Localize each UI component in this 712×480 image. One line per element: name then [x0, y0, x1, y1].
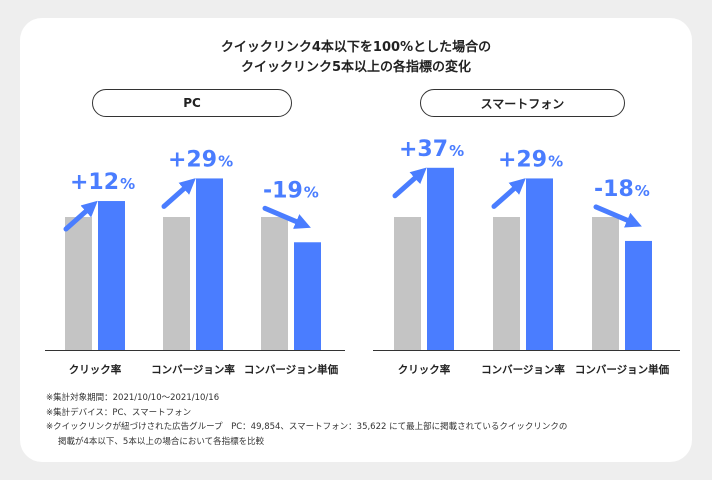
bar-comparison-pc-2 — [294, 242, 321, 350]
trend-arrow-pc-0 — [63, 200, 98, 232]
bar-baseline-smartphone-0 — [394, 217, 421, 350]
bar-comparison-smartphone-0 — [427, 167, 454, 350]
panel-label-pc: PC — [92, 89, 292, 117]
bar-baseline-pc-2 — [261, 217, 288, 350]
footnotes: ※集計対象期間：2021/10/10～2021/10/16 ※集計デバイス：PC… — [46, 391, 567, 449]
panel-label-smartphone: スマートフォン — [420, 89, 625, 117]
bar-comparison-smartphone-1 — [526, 178, 553, 350]
bar-baseline-smartphone-1 — [493, 217, 520, 350]
category-label-pc-2: コンバージョン単価 — [244, 363, 339, 376]
bar-baseline-pc-0 — [65, 217, 92, 350]
bar-comparison-smartphone-2 — [625, 240, 652, 350]
chart-title: クイックリンク4本以下を100%とした場合の クイックリンク5本以上の各指標の変… — [0, 38, 712, 78]
content-card — [20, 18, 692, 462]
bar-comparison-pc-0 — [98, 201, 125, 350]
title-line-1: クイックリンク4本以下を100%とした場合の — [220, 40, 492, 55]
category-label-pc-1: コンバージョン率 — [151, 363, 235, 376]
footnote-adgroups: ※クイックリンクが紐づけされた広告グループ PC：49,854、スマートフォン：… — [46, 422, 568, 432]
data-label-smartphone-0: +37% — [399, 137, 464, 162]
category-label-smartphone-2: コンバージョン単価 — [575, 363, 670, 376]
footnote-devices: ※集計デバイス：PC、スマートフォン — [46, 407, 192, 418]
trend-arrow-smartphone-0 — [392, 167, 427, 199]
trend-arrow-smartphone-1 — [491, 178, 526, 209]
data-label-pc-1: +29% — [168, 147, 233, 172]
data-label-smartphone-1: +29% — [498, 147, 563, 172]
category-label-pc-0: クリック率 — [69, 363, 122, 376]
footnote-period: ※集計対象期間：2021/10/10～2021/10/16 — [46, 393, 220, 403]
title-line-2: クイックリンク5本以上の各指標の変化 — [240, 60, 472, 75]
trend-arrow-pc-2 — [262, 205, 311, 229]
bar-baseline-pc-1 — [163, 217, 190, 350]
trend-arrow-smartphone-2 — [593, 204, 642, 228]
footnote-comparison: 掲載が4本以下、5本以上の場合において各指標を比較 — [58, 436, 265, 447]
category-label-smartphone-0: クリック率 — [398, 363, 451, 376]
data-label-pc-0: +12% — [70, 170, 135, 195]
bar-baseline-smartphone-2 — [592, 217, 619, 350]
category-label-smartphone-1: コンバージョン率 — [481, 363, 565, 376]
bar-comparison-pc-1 — [196, 178, 223, 350]
trend-arrow-pc-1 — [161, 178, 196, 209]
data-label-pc-2: -19% — [263, 178, 319, 203]
data-label-smartphone-2: -18% — [594, 177, 650, 202]
